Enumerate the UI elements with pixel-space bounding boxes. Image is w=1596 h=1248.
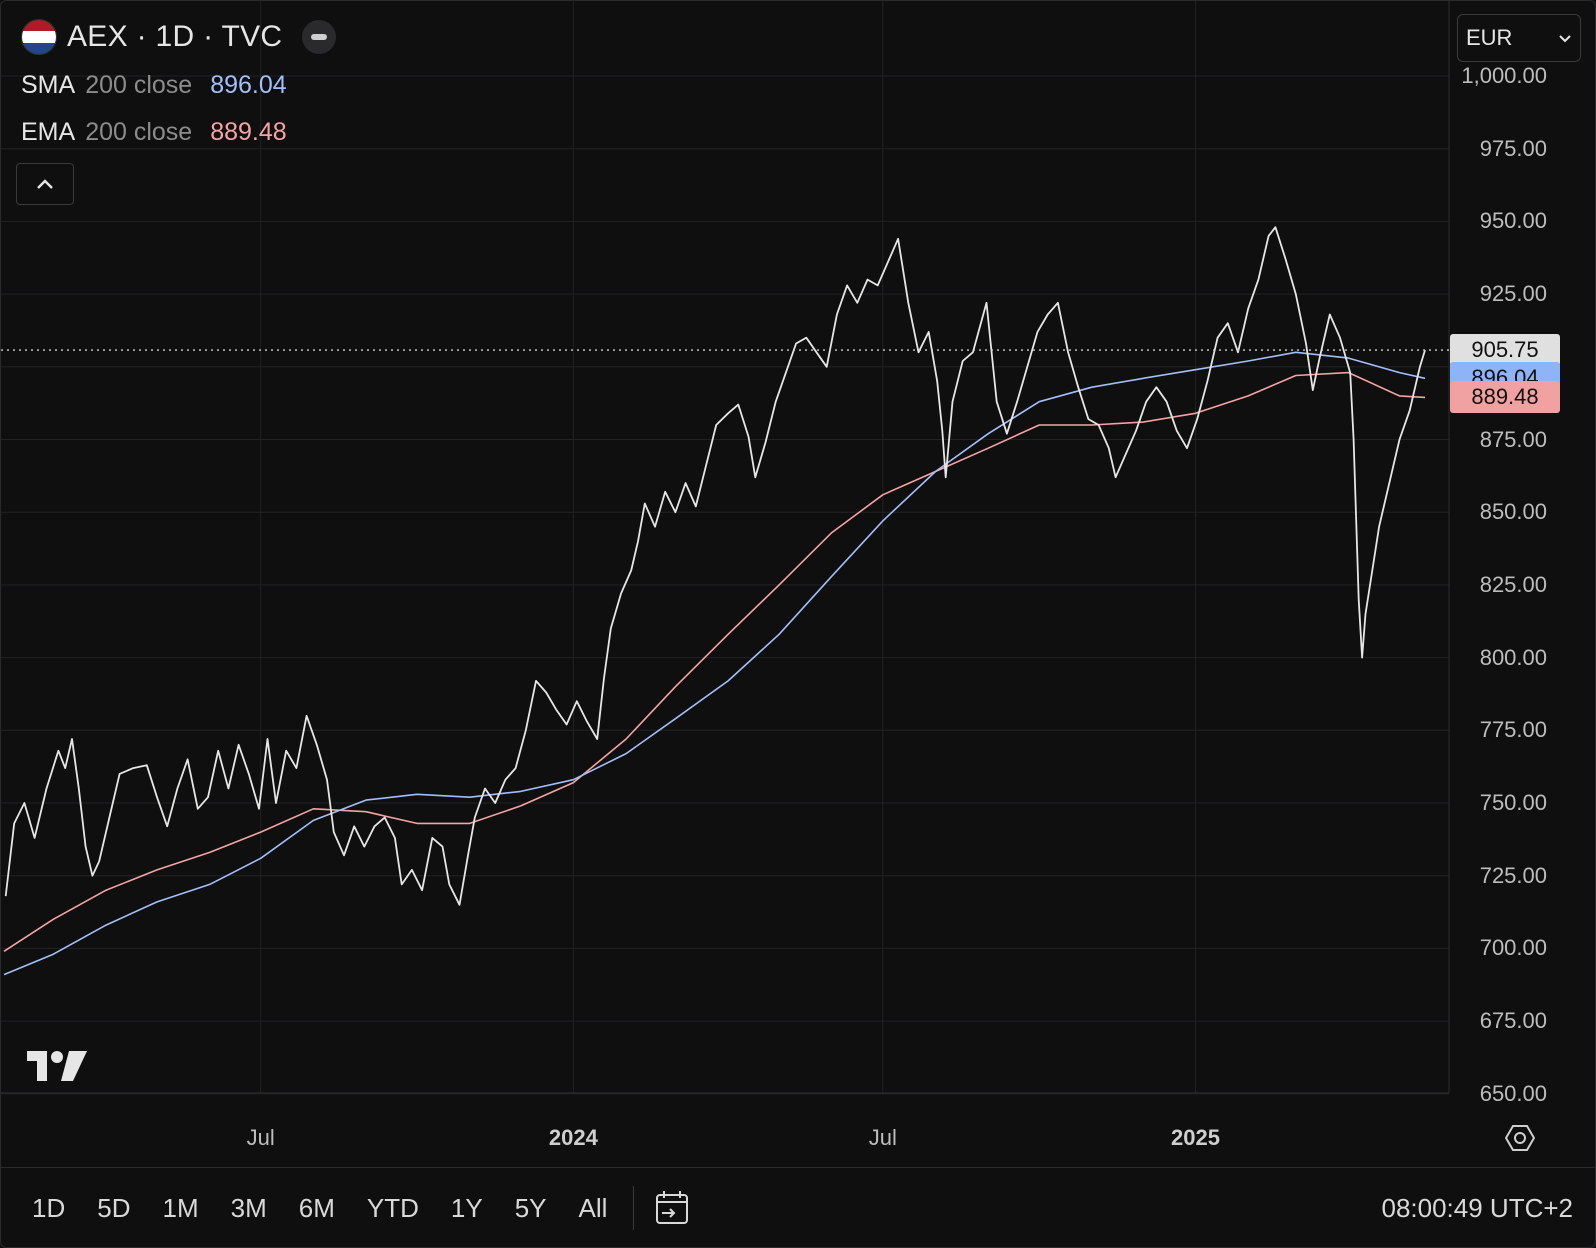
legend-sma[interactable]: SMA 200 close 896.04 (21, 71, 287, 100)
symbol-title[interactable]: AEX · 1D · TVC (67, 20, 283, 53)
range-button-all[interactable]: All (578, 1192, 608, 1223)
settings-hexagon-icon (1505, 1125, 1535, 1151)
x-tick-label: 2024 (548, 1125, 598, 1150)
clock[interactable]: 08:00:49 UTC+2 (1381, 1192, 1573, 1223)
toolbar-divider (633, 1186, 635, 1230)
range-button-3m[interactable]: 3M (230, 1192, 267, 1223)
range-button-ytd[interactable]: YTD (366, 1192, 419, 1223)
range-button-5d[interactable]: 5D (97, 1192, 131, 1223)
legend-ema[interactable]: EMA 200 close 889.48 (21, 118, 287, 147)
range-button-1m[interactable]: 1M (162, 1192, 199, 1223)
y-tick-label: 800.00 (1479, 644, 1547, 670)
grid-lines (1, 1, 1450, 1095)
y-tick-label: 950.00 (1479, 208, 1547, 234)
indicator-value: 889.48 (210, 118, 287, 146)
series-layer (1, 226, 1449, 976)
collapse-legend-button[interactable] (16, 163, 74, 205)
currency-select[interactable]: EUR (1457, 14, 1581, 62)
x-tick-label: Jul (868, 1125, 897, 1150)
ema-line (3, 371, 1426, 952)
y-tick-label: 1,000.00 (1461, 63, 1547, 88)
ema-price-tag: 889.48 (1450, 381, 1560, 414)
y-tick-label: 650.00 (1479, 1080, 1547, 1106)
range-button-1d[interactable]: 1D (32, 1192, 66, 1223)
chart-canvas[interactable] (1, 1, 1595, 1161)
indicator-params: 200 close (85, 118, 193, 146)
go-to-date-button[interactable] (644, 1183, 700, 1233)
last-price-tag: 905.75 (1450, 334, 1560, 367)
indicator-name: EMA (21, 118, 76, 146)
y-tick-label: 925.00 (1479, 281, 1547, 307)
bottom-toolbar: 1D 5D 1M 3M 6M YTD 1Y 5Y All 08:00:49 UTC+2 (1, 1167, 1595, 1247)
symbol-header: AEX · 1D · TVC (21, 15, 337, 59)
tradingview-logo-icon (25, 1049, 89, 1088)
sma-line (3, 351, 1426, 976)
x-tick-label: Jul (246, 1125, 275, 1150)
y-tick-label: 725.00 (1479, 862, 1547, 888)
y-tick-label: 675.00 (1479, 1008, 1547, 1034)
y-tick-label: 825.00 (1479, 571, 1547, 597)
indicator-params: 200 close (85, 71, 193, 99)
range-button-5y[interactable]: 5Y (514, 1192, 547, 1223)
y-tick-label: 875.00 (1479, 426, 1547, 452)
chevron-down-icon (1559, 35, 1571, 43)
price-line (4, 226, 1426, 906)
netherlands-flag-icon (21, 19, 57, 55)
currency-value: EUR (1466, 25, 1513, 50)
y-tick-label: 750.00 (1479, 790, 1547, 815)
minus-icon[interactable] (302, 20, 337, 54)
y-tick-label: 975.00 (1479, 135, 1547, 161)
indicator-value: 896.04 (210, 71, 287, 99)
x-tick-label: 2025 (1171, 1125, 1221, 1150)
range-button-1y[interactable]: 1Y (450, 1192, 483, 1223)
chevron-up-icon (37, 179, 53, 189)
indicator-name: SMA (21, 71, 76, 99)
range-button-6m[interactable]: 6M (298, 1192, 335, 1223)
range-buttons: 1D 5D 1M 3M 6M YTD 1Y 5Y All (1, 1183, 623, 1233)
calendar-go-to-icon (656, 1191, 689, 1224)
y-tick-label: 850.00 (1479, 499, 1547, 525)
chart-settings-button[interactable] (1503, 1121, 1537, 1155)
y-tick-label: 775.00 (1479, 717, 1547, 743)
y-tick-label: 700.00 (1479, 935, 1547, 961)
